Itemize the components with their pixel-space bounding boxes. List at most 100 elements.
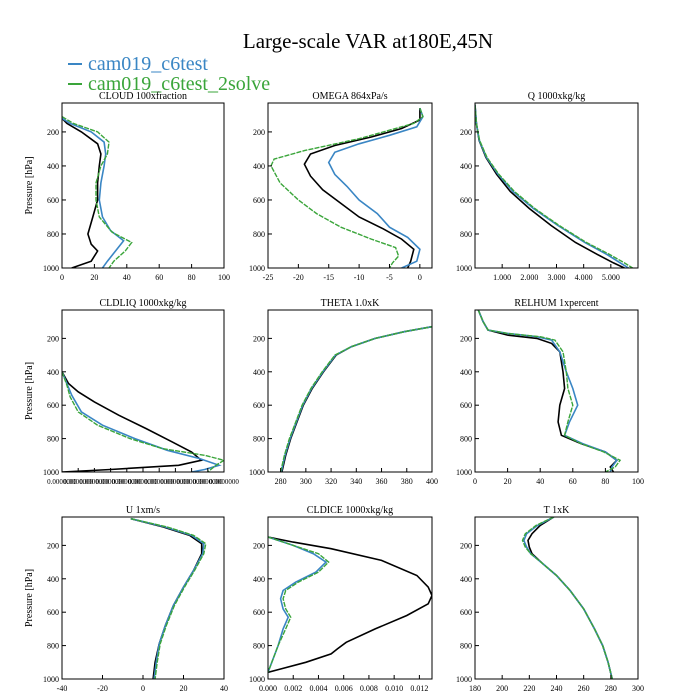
y-tick-label: 1000 (43, 468, 59, 477)
panel-2: OMEGA 864xPa/s 200 400 600 800 1000-25 -20 -15 -… (249, 91, 433, 282)
y-axis-label: Pressure [hPa] (24, 362, 35, 420)
y-tick-label: 400 (253, 162, 265, 171)
x-tick-label: 0.0000000 (96, 478, 126, 486)
panel-title: THETA 1.0xK (321, 298, 380, 309)
x-tick-label: 340 (350, 477, 362, 486)
x-tick-label: 0.012 (410, 684, 428, 693)
series-line-2solve (62, 116, 133, 268)
x-tick-label: -40 (57, 684, 68, 693)
x-tick-label: 2.000 (520, 273, 538, 282)
plot-frame (267, 102, 433, 269)
y-tick-label: 400 (253, 368, 265, 377)
x-tick-label: 20 (90, 273, 98, 282)
x-tick-label: 240 (551, 684, 563, 693)
series-line-control (62, 371, 204, 472)
panel-title: U 1xm/s (126, 505, 160, 516)
x-tick-label: 0.0000000 (128, 478, 158, 486)
y-tick-label: 200 (253, 334, 265, 343)
panel-3: Q 1000xkg/kg 200 400 600 800 1000 1.000 2.000 3.… (456, 91, 639, 282)
x-tick-label: 0.0000000 (161, 478, 191, 486)
y-tick-label: 400 (460, 368, 472, 377)
series-line-2solve (521, 517, 613, 679)
y-tick-label: 200 (47, 128, 59, 137)
panel-title: T 1xK (544, 505, 570, 516)
y-tick-label: 200 (253, 128, 265, 137)
series-line-control (130, 517, 203, 679)
y-tick-label: 800 (460, 435, 472, 444)
x-tick-label: 180 (469, 684, 481, 693)
y-tick-label: 200 (253, 541, 265, 550)
panel-title: CLDLIQ 1000xkg/kg (100, 298, 187, 309)
x-tick-label: -20 (97, 684, 108, 693)
x-tick-label: 0.010 (385, 684, 403, 693)
panel-4: CLDLIQ 1000xkg/kg Pressure [hPa] 200 400 600… (24, 298, 239, 486)
x-tick-label: 200 (496, 684, 508, 693)
x-tick-label: 20 (504, 477, 512, 486)
panel-title: CLDICE 1000xkg/kg (307, 505, 393, 516)
panel-title: Q 1000xkg/kg (528, 91, 586, 102)
x-tick-label: 0 (418, 273, 422, 282)
series-line-control (62, 117, 102, 268)
series-line-c6test (62, 117, 125, 268)
y-tick-label: 1000 (249, 675, 265, 684)
series-line-2solve (130, 518, 207, 679)
x-tick-label: 280 (605, 684, 617, 693)
y-axis-label: Pressure [hPa] (24, 569, 35, 627)
y-tick-label: 1000 (43, 675, 59, 684)
legend-label-c6test: cam019_c6test (88, 53, 208, 75)
y-tick-label: 600 (47, 608, 59, 617)
x-tick-label: 0.0000000 (209, 478, 239, 486)
series-line-2solve (477, 310, 622, 472)
plot-frame (267, 516, 433, 680)
x-tick-label: -20 (293, 273, 304, 282)
x-tick-label: -15 (323, 273, 334, 282)
x-tick-label: 300 (300, 477, 312, 486)
y-tick-label: 800 (253, 230, 265, 239)
series-line-2solve (62, 371, 224, 472)
y-tick-label: 400 (253, 575, 265, 584)
x-tick-label: -10 (354, 273, 365, 282)
x-tick-label: 40 (123, 273, 131, 282)
y-tick-label: 600 (460, 196, 472, 205)
series-line-c6test (268, 536, 328, 673)
y-tick-label: 800 (47, 230, 59, 239)
y-tick-label: 800 (253, 435, 265, 444)
series-line-2solve (475, 104, 633, 268)
x-tick-label: 400 (426, 477, 438, 486)
x-tick-label: 0.008 (360, 684, 378, 693)
x-tick-label: 0.0000000 (47, 478, 77, 486)
x-tick-label: 0.0000000 (80, 478, 110, 486)
y-tick-label: 800 (47, 435, 59, 444)
x-tick-label: 0.002 (284, 684, 302, 693)
series-line-control (303, 108, 421, 268)
y-tick-label: 400 (47, 368, 59, 377)
y-tick-label: 1000 (249, 264, 265, 273)
x-tick-label: 20 (180, 684, 188, 693)
x-tick-label: 5.000 (602, 273, 620, 282)
y-tick-label: 200 (460, 334, 472, 343)
legend: cam019_c6test cam019_c6test_2solve (68, 53, 270, 95)
y-tick-label: 400 (47, 162, 59, 171)
series-line-control (268, 536, 432, 674)
legend-label-2solve: cam019_c6test_2solve (88, 73, 270, 95)
y-tick-label: 400 (47, 575, 59, 584)
series-line-c6test (523, 517, 613, 679)
x-tick-label: 60 (155, 273, 163, 282)
y-tick-label: 400 (460, 575, 472, 584)
y-tick-label: 200 (47, 541, 59, 550)
x-tick-label: 40 (536, 477, 544, 486)
x-tick-label: 260 (578, 684, 590, 693)
x-tick-label: 380 (401, 477, 413, 486)
y-tick-label: 800 (47, 642, 59, 651)
x-tick-label: 0.006 (335, 684, 353, 693)
y-tick-label: 1000 (456, 675, 472, 684)
y-tick-label: 600 (47, 401, 59, 410)
x-tick-label: -25 (263, 273, 274, 282)
plot-frame (61, 309, 225, 473)
x-tick-label: 0.0000000 (144, 478, 174, 486)
